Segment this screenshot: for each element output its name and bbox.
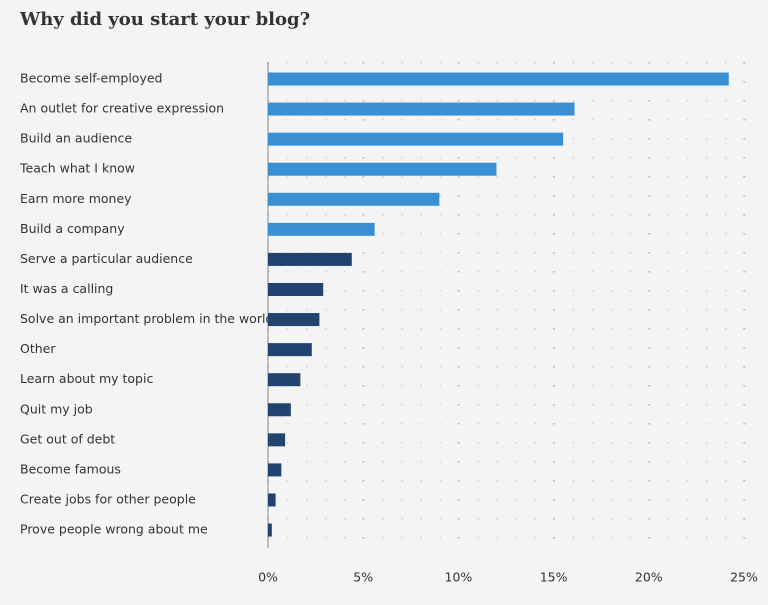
bar bbox=[268, 523, 272, 537]
x-tick-label: 10% bbox=[445, 570, 473, 585]
y-tick-label: Other bbox=[20, 341, 56, 356]
bar bbox=[268, 403, 291, 417]
bar bbox=[268, 433, 286, 447]
bar bbox=[268, 102, 575, 116]
y-tick-label: Solve an important problem in the world bbox=[20, 311, 273, 326]
bar bbox=[268, 373, 301, 387]
x-tick-label: 0% bbox=[258, 570, 278, 585]
bar bbox=[268, 162, 497, 176]
y-tick-label: Become self-employed bbox=[20, 71, 162, 86]
bar bbox=[268, 463, 282, 477]
y-tick-label: Create jobs for other people bbox=[20, 491, 196, 506]
bar bbox=[268, 132, 564, 146]
bar bbox=[268, 282, 324, 296]
y-tick-label: Teach what I know bbox=[19, 161, 135, 176]
bar bbox=[268, 72, 729, 86]
y-tick-label: Become famous bbox=[20, 461, 121, 476]
y-tick-label: Quit my job bbox=[20, 401, 93, 416]
x-tick-label: 15% bbox=[540, 570, 568, 585]
bar bbox=[268, 192, 440, 206]
bar bbox=[268, 493, 276, 507]
x-tick-label: 20% bbox=[635, 570, 663, 585]
bar bbox=[268, 252, 352, 266]
x-tick-label: 5% bbox=[353, 570, 373, 585]
x-tick-label: 25% bbox=[730, 570, 758, 585]
y-tick-label: Build a company bbox=[20, 221, 125, 236]
y-tick-label: It was a calling bbox=[20, 281, 113, 296]
bar bbox=[268, 343, 312, 357]
y-tick-label: An outlet for creative expression bbox=[20, 101, 224, 116]
bar bbox=[268, 222, 375, 236]
bar bbox=[268, 313, 320, 327]
y-tick-label: Prove people wrong about me bbox=[20, 522, 208, 537]
y-tick-label: Serve a particular audience bbox=[20, 251, 193, 266]
y-tick-label: Earn more money bbox=[20, 191, 132, 206]
y-tick-label: Learn about my topic bbox=[20, 371, 153, 386]
y-tick-label: Get out of debt bbox=[20, 431, 115, 446]
y-tick-label: Build an audience bbox=[20, 131, 132, 146]
chart-title: Why did you start your blog? bbox=[19, 9, 310, 30]
